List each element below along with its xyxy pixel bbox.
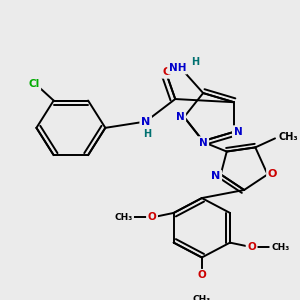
Text: CH₃: CH₃ (279, 132, 298, 142)
Text: N: N (233, 127, 242, 137)
Text: NH: NH (169, 63, 186, 73)
Text: CH₃: CH₃ (114, 213, 133, 222)
Text: O: O (268, 169, 277, 179)
Text: N: N (141, 116, 150, 127)
Text: CH₃: CH₃ (193, 295, 211, 300)
Text: H: H (191, 58, 199, 68)
Text: CH₃: CH₃ (271, 243, 289, 252)
Text: O: O (197, 271, 206, 281)
Text: N: N (199, 138, 208, 148)
Text: N: N (176, 112, 184, 122)
Text: O: O (148, 212, 156, 222)
Text: O: O (163, 67, 172, 77)
Text: O: O (247, 242, 256, 252)
Text: N: N (211, 171, 220, 181)
Text: Cl: Cl (28, 79, 40, 89)
Text: H: H (144, 129, 152, 139)
